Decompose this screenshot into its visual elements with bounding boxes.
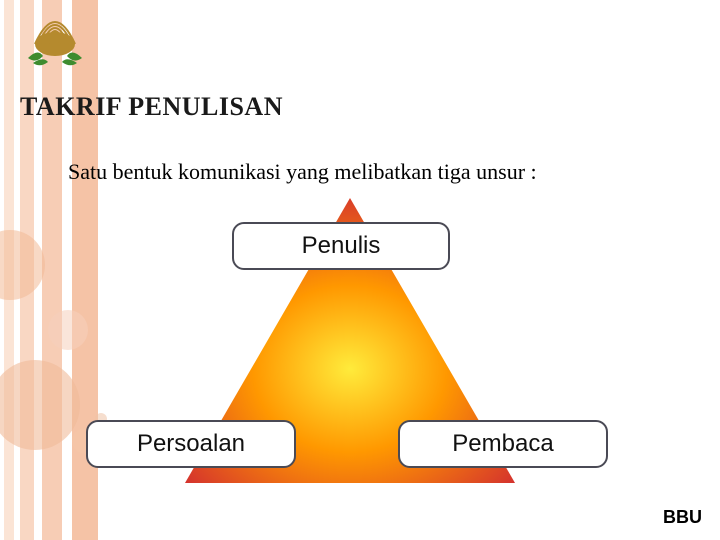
- concept-box-top: Penulis: [232, 222, 450, 270]
- stripe: [42, 0, 62, 540]
- concept-label-top: Penulis: [302, 232, 381, 260]
- slide-subtitle: Satu bentuk komunikasi yang melibatkan t…: [68, 158, 628, 186]
- concept-label-left: Persoalan: [137, 430, 245, 458]
- concept-box-left: Persoalan: [86, 420, 296, 468]
- concept-label-right: Pembaca: [452, 430, 553, 458]
- concept-box-right: Pembaca: [398, 420, 608, 468]
- logo-emblem-icon: [18, 8, 92, 70]
- slide-title: TAKRIF PENULISAN: [20, 92, 283, 122]
- footer-label: BBU: [663, 507, 702, 528]
- decorative-circle: [48, 310, 88, 350]
